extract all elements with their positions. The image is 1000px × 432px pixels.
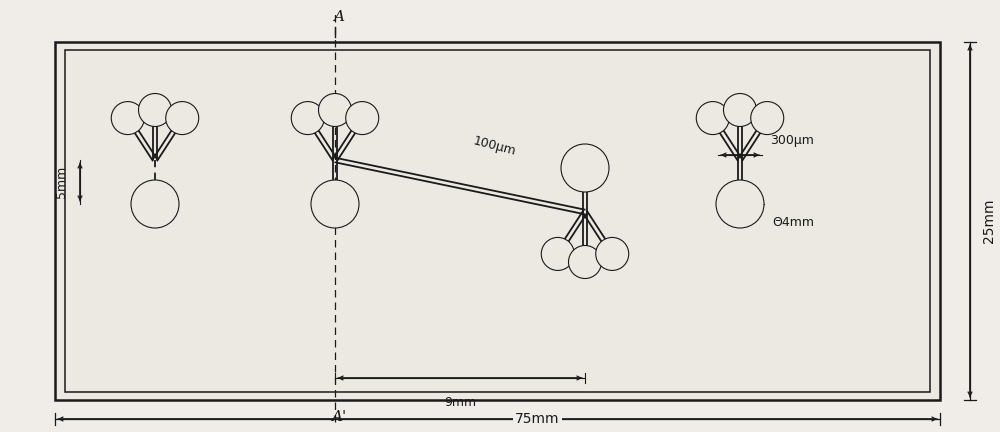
Circle shape	[561, 144, 609, 192]
Text: 9mm: 9mm	[444, 396, 476, 409]
Text: Θ4mm: Θ4mm	[772, 216, 814, 229]
Text: 75mm: 75mm	[515, 412, 560, 426]
Circle shape	[596, 238, 629, 270]
Text: A: A	[334, 10, 345, 24]
Text: 25mm: 25mm	[982, 199, 996, 243]
Circle shape	[166, 102, 199, 134]
Text: 100μm: 100μm	[472, 134, 518, 158]
Circle shape	[716, 180, 764, 228]
Circle shape	[291, 102, 324, 134]
Circle shape	[319, 93, 352, 127]
Circle shape	[541, 238, 574, 270]
Circle shape	[696, 102, 729, 134]
Bar	[65, 50, 930, 392]
Circle shape	[131, 180, 179, 228]
Circle shape	[751, 102, 784, 134]
Bar	[55, 42, 940, 400]
Text: 5mm: 5mm	[55, 166, 68, 198]
Circle shape	[139, 93, 172, 127]
Circle shape	[568, 245, 602, 279]
Text: 300μm: 300μm	[770, 134, 814, 147]
Circle shape	[346, 102, 379, 134]
Circle shape	[724, 93, 757, 127]
Text: A': A'	[331, 410, 347, 424]
Circle shape	[111, 102, 144, 134]
Circle shape	[311, 180, 359, 228]
